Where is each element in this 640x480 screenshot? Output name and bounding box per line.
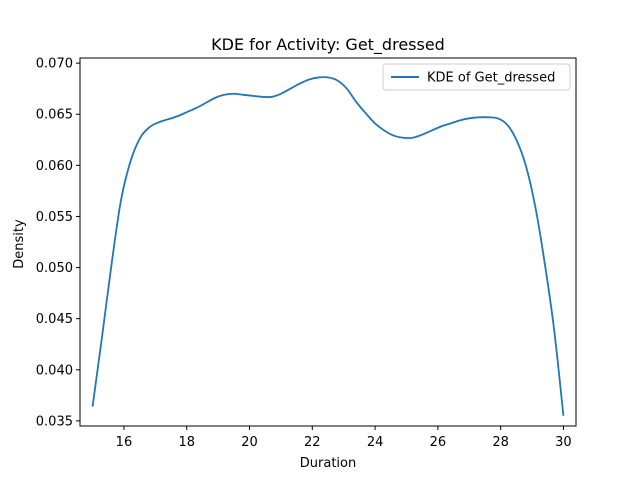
y-tick-label: 0.065 <box>36 108 73 123</box>
y-tick-label: 0.055 <box>36 210 73 225</box>
plot-frame <box>79 57 577 427</box>
y-tick-label: 0.050 <box>36 261 73 276</box>
legend: KDE of Get_dressed <box>382 63 571 91</box>
x-tick-label: 20 <box>241 435 258 450</box>
series-line-0 <box>91 76 565 416</box>
y-tick-label: 0.060 <box>36 159 73 174</box>
y-axis-label: Density <box>12 219 27 269</box>
legend-box <box>382 63 571 91</box>
chart-title: KDE for Activity: Get_dressed <box>211 35 445 55</box>
y-tick-label: 0.040 <box>36 363 73 378</box>
x-axis-label: Duration <box>300 456 356 471</box>
y-tick-label: 0.070 <box>36 57 73 72</box>
y-tick-label: 0.035 <box>36 414 73 429</box>
x-axis: 16 18 20 22 24 26 28 30 <box>116 426 572 450</box>
y-axis: 0.035 0.040 0.045 0.050 0.055 0.060 0.065 0.070 <box>36 57 80 429</box>
x-tick-label: 22 <box>304 435 321 450</box>
plot-area <box>91 76 565 416</box>
x-tick-label: 16 <box>116 435 133 450</box>
legend-label: KDE of Get_dressed <box>427 71 555 86</box>
x-tick-label: 24 <box>367 435 384 450</box>
y-tick-label: 0.045 <box>36 312 73 327</box>
x-tick-label: 28 <box>492 435 509 450</box>
x-tick-label: 30 <box>555 435 572 450</box>
x-tick-label: 26 <box>430 435 447 450</box>
x-tick-label: 18 <box>178 435 195 450</box>
